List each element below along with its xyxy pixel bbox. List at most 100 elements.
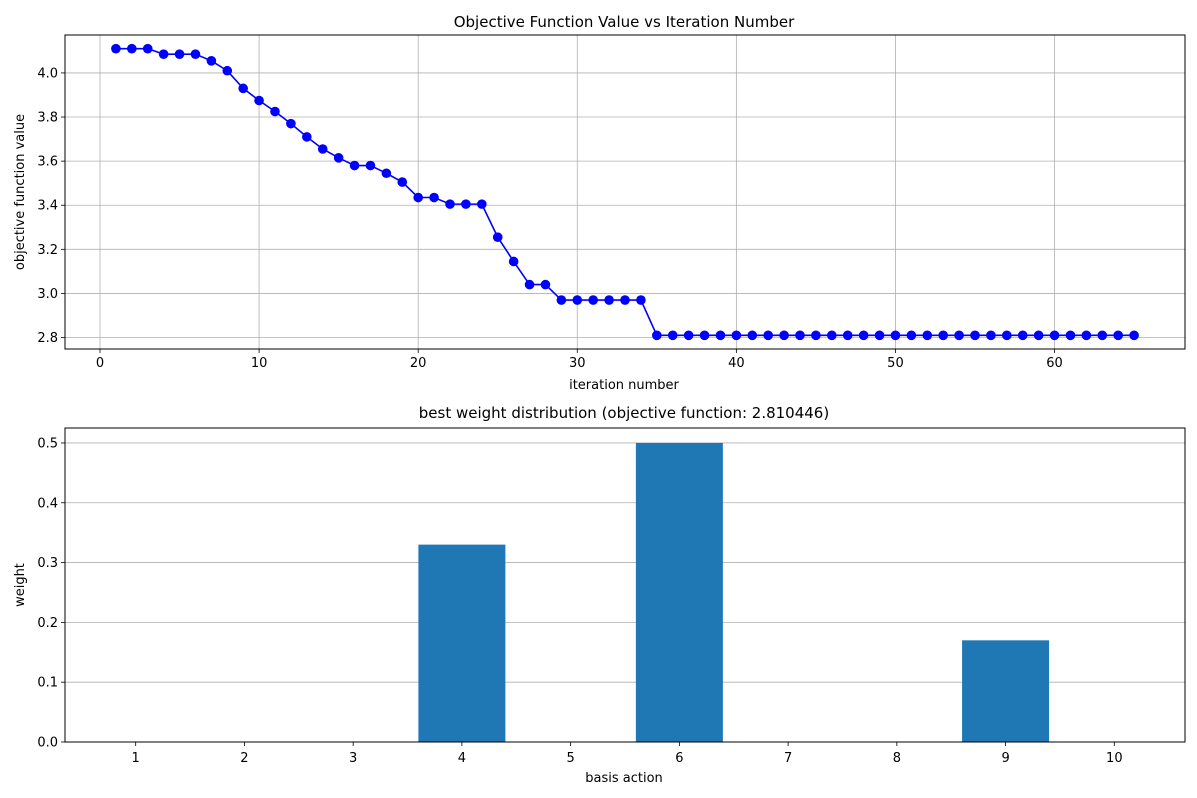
data-point: [365, 160, 376, 171]
bar: [962, 640, 1050, 742]
data-point: [540, 279, 551, 290]
x-tick-label: 30: [569, 356, 586, 371]
data-point: [190, 49, 201, 59]
bar-chart-y-label: weight: [13, 563, 28, 607]
y-tick-label: 0.1: [37, 676, 58, 691]
data-point: [779, 330, 789, 341]
x-tick-label: 40: [728, 356, 745, 371]
data-point: [302, 132, 312, 142]
data-point: [111, 43, 121, 54]
data-point: [763, 330, 773, 341]
data-point: [286, 118, 296, 129]
data-point: [811, 330, 821, 341]
data-point: [858, 330, 869, 341]
data-point: [461, 199, 471, 209]
y-tick-label: 0.3: [37, 556, 58, 571]
data-point: [1097, 330, 1108, 341]
data-point: [922, 330, 933, 341]
data-point: [572, 295, 583, 305]
data-point: [413, 192, 423, 203]
line-chart-x-label: iteration number: [569, 378, 679, 393]
data-point: [1113, 330, 1123, 341]
y-tick-label: 3.2: [37, 243, 58, 258]
x-tick-label: 10: [1106, 751, 1123, 766]
data-point: [445, 199, 455, 209]
data-point: [890, 330, 901, 341]
x-tick-label: 9: [1001, 751, 1009, 766]
data-point: [827, 330, 837, 341]
bar-chart-frame: [64, 427, 1186, 743]
x-tick-label: 60: [1046, 356, 1063, 371]
data-point: [874, 330, 885, 341]
data-point: [254, 95, 264, 106]
data-point: [1033, 330, 1044, 341]
data-point: [715, 330, 726, 341]
data-point: [127, 43, 137, 54]
y-tick-label: 2.8: [37, 331, 58, 346]
data-point: [1065, 330, 1076, 341]
line-chart-title: Objective Function Value vs Iteration Nu…: [454, 13, 795, 31]
line-chart-x-ticks: 0 10 20 30 40 50 60: [96, 349, 1063, 371]
data-point: [206, 55, 217, 66]
line-chart-y-ticks: 2.8 3.0 3.2 3.4 3.6 3.8 4.0: [37, 66, 65, 346]
x-tick-label: 3: [349, 751, 357, 766]
data-point: [620, 295, 630, 305]
x-tick-label: 2: [240, 751, 248, 766]
x-tick-label: 4: [458, 751, 466, 766]
data-point: [954, 330, 964, 341]
line-chart-grid: [65, 35, 1185, 349]
data-point: [1002, 330, 1012, 341]
bar: [418, 544, 506, 742]
line-chart: Objective Function Value vs Iteration Nu…: [13, 13, 1186, 393]
bar-chart-x-label: basis action: [585, 771, 663, 786]
data-point: [1017, 330, 1028, 341]
data-point: [636, 295, 646, 305]
data-point: [970, 330, 980, 341]
y-tick-label: 4.0: [37, 66, 58, 81]
data-point: [270, 106, 280, 117]
data-point: [349, 160, 360, 171]
data-point: [795, 330, 805, 341]
x-tick-label: 10: [251, 356, 268, 371]
bar-chart-y-ticks: 0.0 0.1 0.2 0.3 0.4 0.5: [37, 436, 65, 751]
data-point: [524, 279, 535, 290]
x-tick-label: 5: [566, 751, 574, 766]
data-point: [397, 177, 408, 187]
data-point: [429, 192, 439, 203]
data-point: [747, 330, 758, 341]
data-point: [142, 43, 153, 54]
x-tick-label: 1: [132, 751, 140, 766]
x-tick-label: 20: [410, 356, 427, 371]
data-point: [317, 144, 328, 154]
data-point: [158, 49, 169, 59]
x-tick-label: 50: [887, 356, 904, 371]
line-chart-frame: [64, 34, 1186, 350]
data-point: [238, 83, 248, 94]
data-point: [556, 295, 567, 305]
data-point: [1129, 330, 1139, 341]
data-point: [477, 199, 487, 209]
line-chart-y-label: objective function value: [13, 114, 28, 270]
bar-chart-bars: [418, 442, 1050, 742]
bar-chart-title: best weight distribution (objective func…: [419, 404, 829, 422]
y-tick-label: 3.4: [37, 199, 58, 214]
data-point: [699, 330, 710, 341]
data-point: [588, 295, 598, 305]
y-tick-label: 3.8: [37, 111, 58, 126]
data-point: [222, 65, 233, 76]
y-tick-label: 3.0: [37, 287, 58, 302]
data-point: [1081, 330, 1092, 341]
bar: [635, 442, 723, 742]
series-points: [111, 43, 1139, 341]
data-point: [938, 330, 948, 341]
y-tick-label: 3.6: [37, 155, 58, 170]
y-tick-label: 0.0: [37, 736, 58, 751]
bar-chart-x-ticks: 1 2 3 4 5 6 7 8 9 10: [132, 742, 1123, 766]
data-point: [174, 49, 185, 59]
x-tick-label: 7: [784, 751, 792, 766]
x-tick-label: 0: [96, 356, 104, 371]
data-point: [381, 168, 392, 179]
data-point: [333, 153, 344, 163]
data-point: [492, 232, 503, 243]
